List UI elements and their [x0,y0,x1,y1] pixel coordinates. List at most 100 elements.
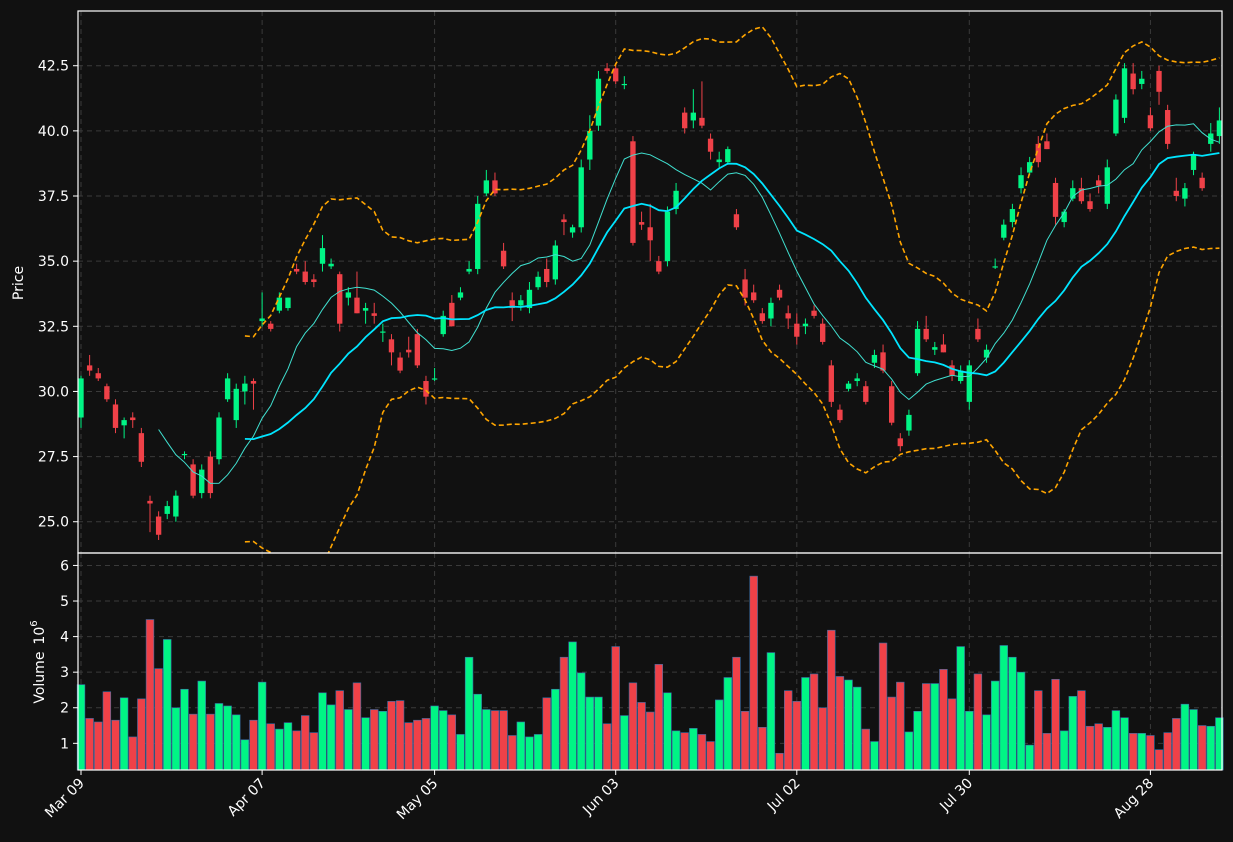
candle-body [173,495,179,517]
candle-body [1018,175,1024,189]
volume-bar [395,700,405,771]
candle-body [587,130,593,160]
candle-body [233,388,239,421]
volume-bar [973,673,983,771]
candle-body [1121,68,1128,118]
candle-body [630,141,636,243]
candle-body [406,349,412,353]
candle-body [190,464,196,496]
candle-body [345,292,352,298]
volume-bar [870,741,879,771]
volume-bar [818,707,827,771]
volume-bar [990,680,1000,771]
volume-bar [1059,730,1069,771]
candle-body [216,417,222,460]
candle-body [1070,188,1076,199]
volume-bar [1077,690,1086,771]
candle-body [923,328,929,340]
candle-body [509,300,515,309]
volume-tick-label: 1 [60,736,69,752]
candle-body [500,250,507,267]
candle-body [1139,78,1145,84]
volume-bar [784,690,793,771]
volume-bar [352,682,362,771]
volume-bar [715,699,724,771]
volume-bar [939,669,948,771]
volume-bar [145,619,155,771]
candle-body [466,268,472,272]
volume-bar [732,656,741,771]
candle-body [802,323,809,327]
candle-body [1095,180,1102,186]
candle-body [397,357,403,371]
volume-bar [947,698,957,771]
candle-body [828,365,834,402]
candle-body [673,190,679,210]
price-tick-label: 25.0 [38,515,69,531]
candle-body [95,373,101,379]
candle-body [854,378,860,382]
candle-body [707,138,714,152]
candle-body [604,68,610,71]
candle-body [751,292,757,301]
volume-bar [482,709,491,771]
volume-bar [154,668,163,771]
volume-bar [378,711,388,771]
volume-bar [999,645,1008,771]
candle-body [78,378,84,418]
candle-body [1156,70,1162,92]
candle-body [889,386,895,423]
candle-body [293,268,300,272]
volume-bar [180,688,189,771]
candle-body [1130,73,1136,90]
volume-bar [1051,678,1060,771]
volume-bar [689,728,698,771]
volume-bar [1103,727,1112,771]
candle-body [147,500,153,504]
candle-body [742,279,748,298]
candle-body [837,409,843,421]
volume-bar [533,734,543,771]
candle-body [483,180,490,194]
candle-body [138,433,145,462]
candle-body [535,276,541,288]
candle-body [656,261,662,272]
volume-bar [111,719,120,771]
volume-bar [163,639,172,771]
volume-bar [326,704,336,771]
volume-bar [852,686,862,771]
volume-bar [1154,749,1164,771]
candle-body [130,417,136,421]
volume-bar [1189,709,1198,771]
volume-bar [1016,671,1026,771]
volume-bar [827,629,836,771]
candle-body [552,245,559,280]
volume-bar [956,646,965,771]
candle-body [518,300,524,306]
volume-bar [421,718,431,771]
volume-bar [809,673,819,771]
candle-body [1182,188,1188,199]
price-panel [78,25,1222,553]
volume-bar [404,722,413,771]
volume-bar [283,722,293,771]
volume-bar [490,710,500,771]
volume-bar [232,714,241,771]
volume-bar [577,672,586,771]
volume-bar [206,713,215,771]
candle-body [983,349,990,358]
volume-bar [637,702,646,771]
volume-bar [775,752,784,771]
volume-bar [766,652,776,771]
volume-bar [508,735,517,771]
candle-body [1009,209,1016,223]
volume-bar [188,713,198,771]
volume-bar [447,714,457,771]
candle-body [690,112,696,121]
candle-body [647,227,653,241]
candle-body [1044,141,1050,150]
price-tick-label: 40.0 [38,124,69,140]
price-tick-label: 35.0 [38,254,69,270]
volume-bar [1094,723,1103,771]
candle-body [380,331,386,333]
